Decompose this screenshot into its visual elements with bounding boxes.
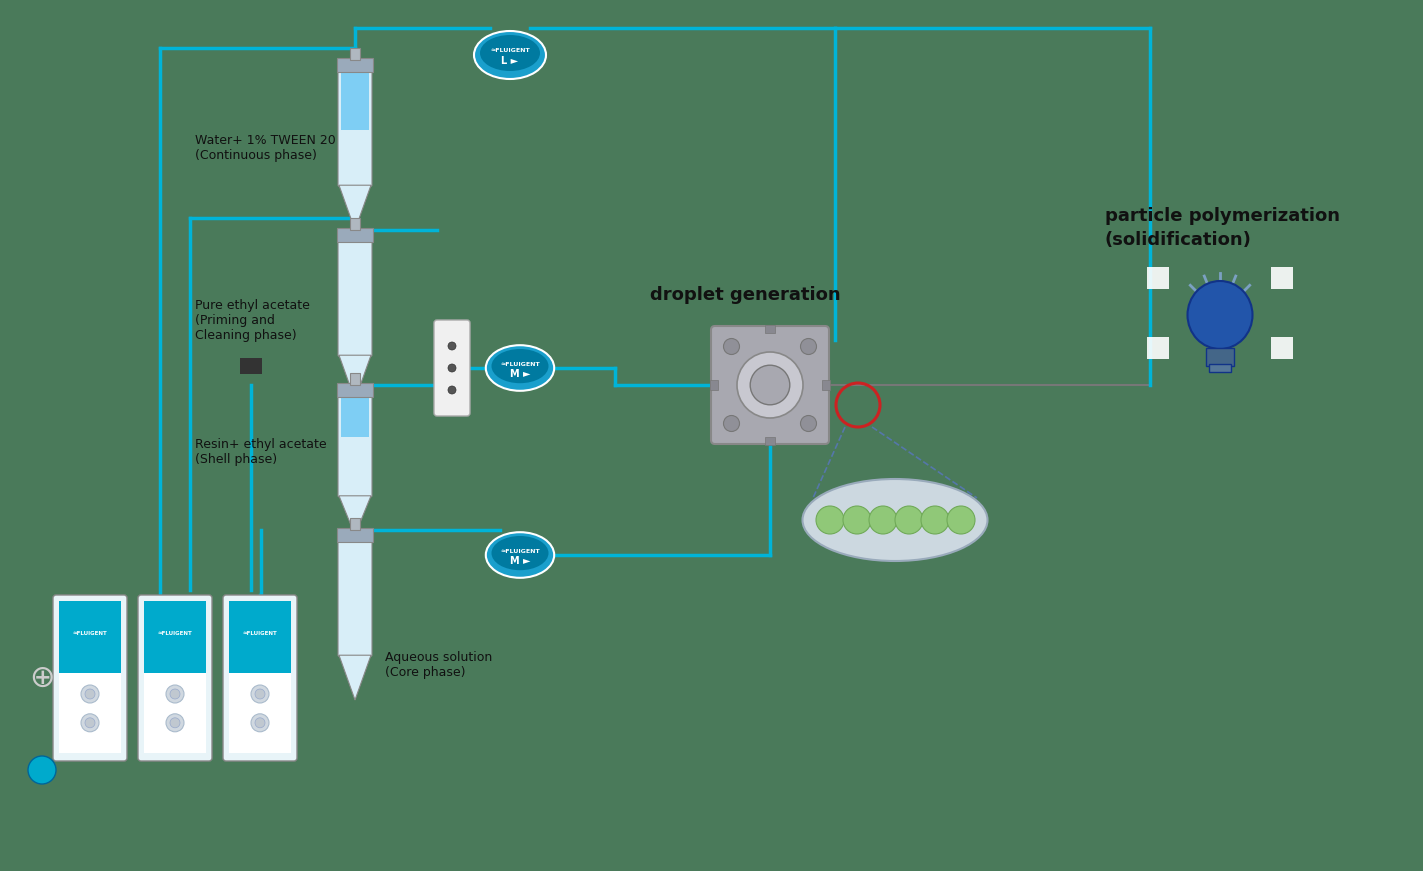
Bar	[229, 601, 290, 673]
Circle shape	[169, 718, 179, 728]
Ellipse shape	[474, 31, 546, 79]
Bar	[229, 673, 290, 753]
Bar	[58, 673, 121, 753]
FancyBboxPatch shape	[339, 394, 371, 496]
Bar	[144, 601, 206, 673]
Circle shape	[169, 689, 179, 699]
Circle shape	[723, 415, 740, 431]
Circle shape	[895, 506, 924, 534]
Circle shape	[448, 386, 455, 394]
Ellipse shape	[491, 349, 548, 383]
FancyBboxPatch shape	[138, 595, 212, 761]
FancyBboxPatch shape	[712, 326, 830, 444]
Bar	[337, 528, 373, 542]
Text: Pure ethyl acetate
(Priming and
Cleaning phase): Pure ethyl acetate (Priming and Cleaning…	[195, 299, 310, 341]
Text: particle polymerization
(solidification): particle polymerization (solidification)	[1106, 207, 1340, 249]
Circle shape	[448, 364, 455, 372]
Polygon shape	[339, 186, 371, 230]
FancyBboxPatch shape	[339, 539, 371, 656]
Text: ⊕: ⊕	[30, 664, 54, 692]
Circle shape	[250, 685, 269, 703]
Bar	[144, 673, 206, 753]
Text: ≈FLUIGENT: ≈FLUIGENT	[501, 549, 539, 553]
Bar	[1147, 337, 1170, 359]
Bar	[240, 358, 262, 374]
Ellipse shape	[803, 479, 988, 561]
Circle shape	[946, 506, 975, 534]
Bar	[1147, 267, 1170, 289]
FancyBboxPatch shape	[434, 320, 470, 416]
Text: ≈FLUIGENT: ≈FLUIGENT	[501, 361, 539, 367]
Bar	[822, 380, 830, 390]
Circle shape	[869, 506, 896, 534]
Circle shape	[750, 365, 790, 405]
Text: ≈FLUIGENT: ≈FLUIGENT	[73, 631, 107, 636]
Ellipse shape	[491, 536, 548, 571]
Circle shape	[815, 506, 844, 534]
FancyBboxPatch shape	[53, 595, 127, 761]
Bar	[710, 380, 719, 390]
Circle shape	[737, 352, 803, 418]
Circle shape	[255, 689, 265, 699]
FancyBboxPatch shape	[339, 239, 371, 356]
Bar	[342, 397, 369, 437]
Bar	[766, 325, 776, 333]
Text: M ►: M ►	[509, 556, 531, 566]
Text: droplet generation: droplet generation	[650, 286, 841, 304]
Polygon shape	[339, 496, 371, 535]
Bar	[342, 242, 369, 294]
Bar	[337, 228, 373, 242]
Circle shape	[723, 339, 740, 354]
Circle shape	[448, 342, 455, 350]
Ellipse shape	[1188, 281, 1252, 349]
Bar	[1207, 348, 1234, 366]
Circle shape	[28, 756, 55, 784]
FancyBboxPatch shape	[339, 69, 371, 186]
Ellipse shape	[485, 345, 554, 391]
Bar	[350, 518, 360, 530]
Text: L ►: L ►	[501, 56, 518, 66]
Circle shape	[801, 339, 817, 354]
Polygon shape	[339, 655, 371, 700]
Bar	[350, 373, 360, 385]
Bar	[350, 218, 360, 230]
Text: Water+ 1% TWEEN 20
(Continuous phase): Water+ 1% TWEEN 20 (Continuous phase)	[195, 134, 336, 162]
Text: ≈FLUIGENT: ≈FLUIGENT	[158, 631, 192, 636]
Bar	[1210, 364, 1231, 372]
Bar	[766, 437, 776, 445]
Bar	[342, 72, 369, 130]
Text: M ►: M ►	[509, 369, 531, 379]
Circle shape	[81, 685, 100, 703]
Text: ≈FLUIGENT: ≈FLUIGENT	[243, 631, 277, 636]
Polygon shape	[339, 355, 371, 400]
Circle shape	[255, 718, 265, 728]
Bar	[58, 601, 121, 673]
Bar	[1271, 337, 1294, 359]
Bar	[342, 542, 369, 599]
Ellipse shape	[485, 532, 554, 577]
Circle shape	[842, 506, 871, 534]
Circle shape	[801, 415, 817, 431]
Ellipse shape	[480, 35, 539, 71]
Text: Resin+ ethyl acetate
(Shell phase): Resin+ ethyl acetate (Shell phase)	[195, 438, 327, 466]
Circle shape	[85, 689, 95, 699]
Bar	[337, 383, 373, 397]
Circle shape	[166, 714, 184, 732]
Text: Aqueous solution
(Core phase): Aqueous solution (Core phase)	[386, 651, 492, 679]
Circle shape	[921, 506, 949, 534]
Text: ≈FLUIGENT: ≈FLUIGENT	[490, 49, 529, 53]
Circle shape	[250, 714, 269, 732]
Bar	[350, 48, 360, 60]
Circle shape	[81, 714, 100, 732]
Circle shape	[85, 718, 95, 728]
FancyBboxPatch shape	[223, 595, 297, 761]
Bar	[1271, 267, 1294, 289]
Bar	[337, 58, 373, 72]
Circle shape	[166, 685, 184, 703]
